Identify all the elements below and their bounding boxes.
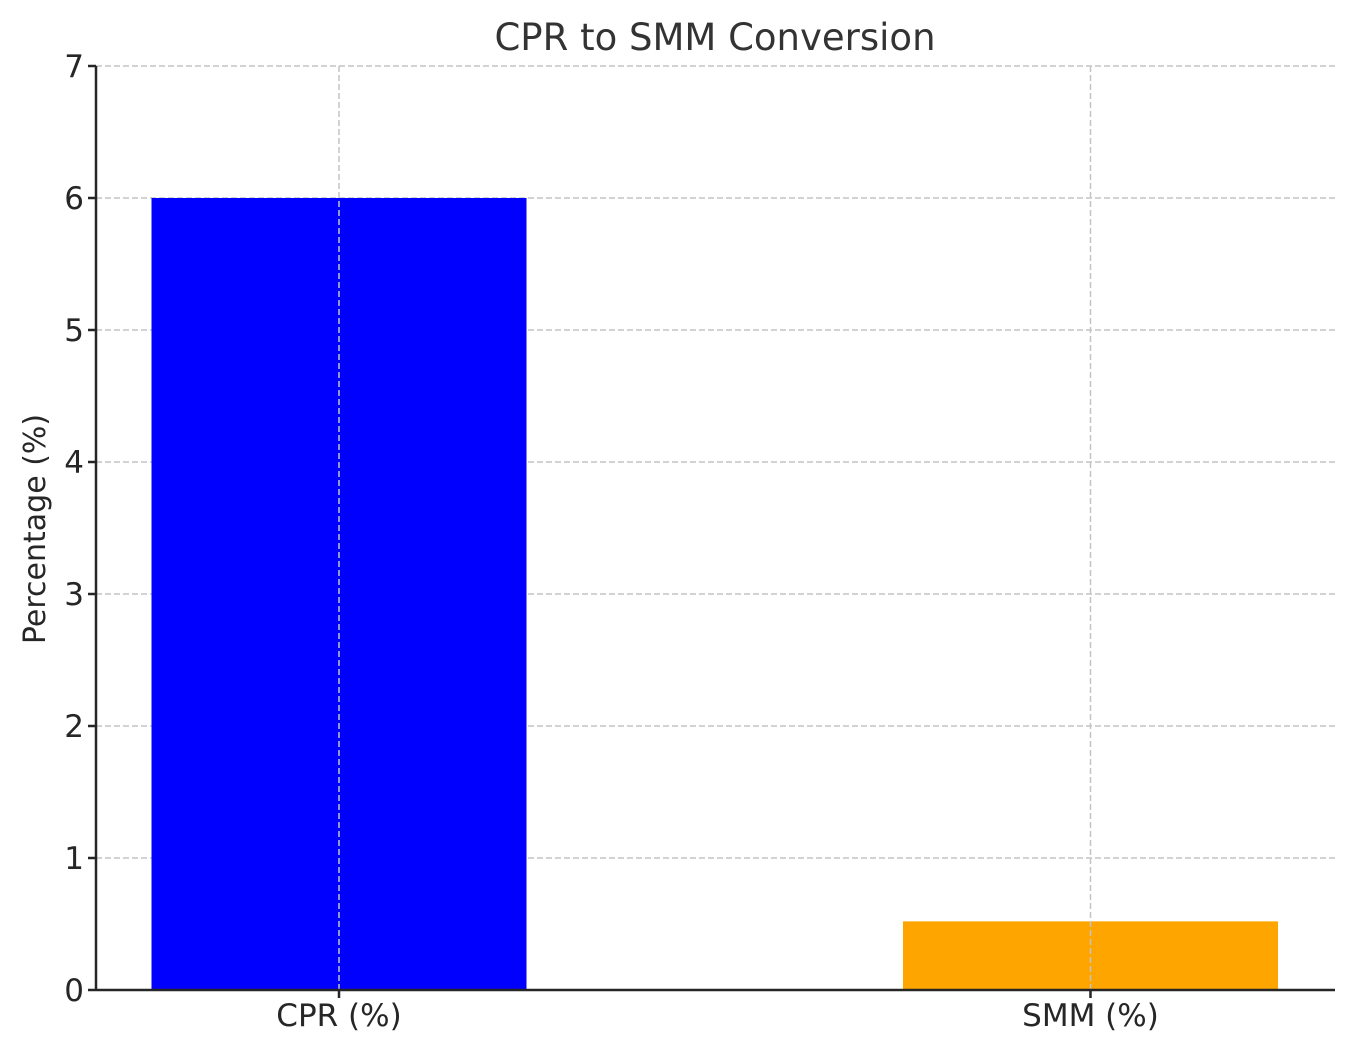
y-tick-label-3: 3 [64,577,84,613]
y-tick-label-0: 0 [64,973,84,1009]
x-ticks: CPR (%) SMM (%) [276,990,1159,1034]
x-tick-label-0: CPR (%) [276,998,401,1034]
y-tick-label-6: 6 [64,181,84,217]
y-tick-label-7: 7 [64,49,84,85]
chart-title: CPR to SMM Conversion [494,16,935,59]
y-ticks: 0 1 2 3 4 5 6 7 [64,49,96,1009]
y-tick-label-1: 1 [64,841,84,877]
axes [94,66,1335,992]
x-tick-label-1: SMM (%) [1022,998,1159,1034]
y-tick-label-4: 4 [64,445,84,481]
y-tick-label-5: 5 [64,313,84,349]
vertical-grid [338,66,1092,990]
y-tick-label-2: 2 [64,709,84,745]
y-axis-label: Percentage (%) [18,414,53,644]
